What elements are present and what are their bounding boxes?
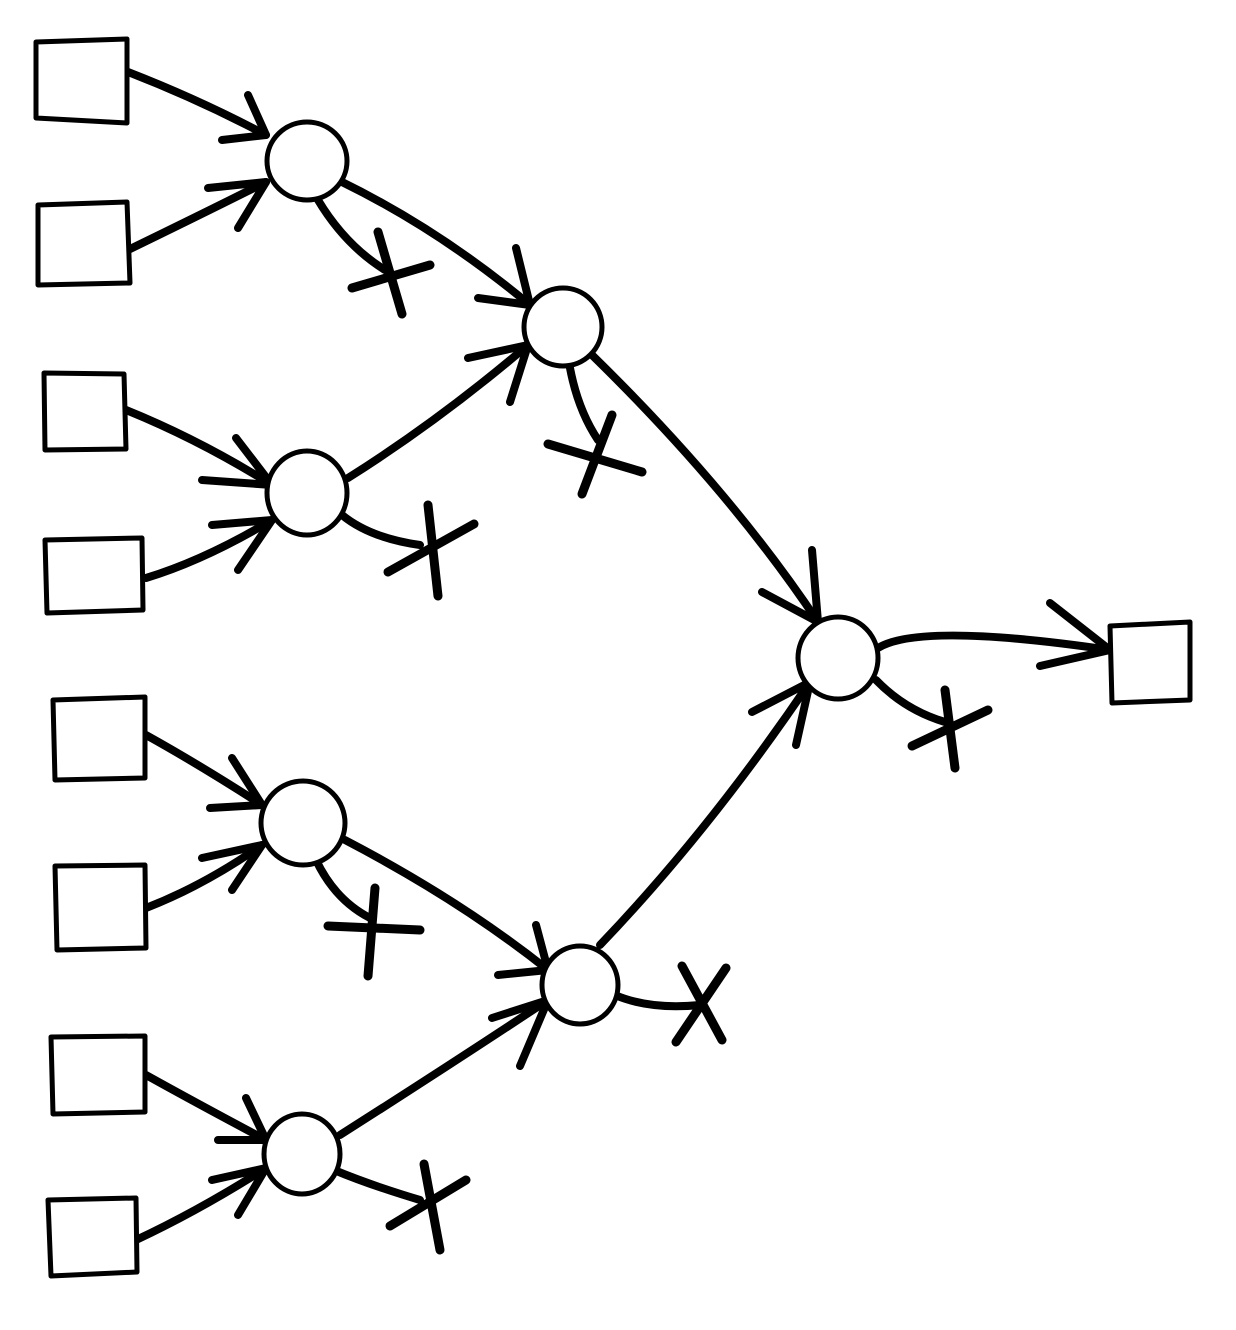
arrowhead-icon: [198, 841, 266, 894]
edge-in-1-to-level1-a: [124, 68, 270, 139]
discard-level2-a: [543, 364, 647, 499]
x-icon: [323, 921, 425, 935]
discard-level1-a: [314, 196, 435, 319]
x-icon: [419, 1159, 445, 1255]
merge-node-level1-b: [264, 448, 350, 538]
edge-level1-b-to-level2-a: [344, 341, 532, 482]
x-icon: [385, 1175, 471, 1231]
arrowhead-icon: [206, 754, 266, 812]
arrowhead-icon: [218, 91, 270, 144]
edge-level1-c-to-level2-b: [341, 836, 552, 974]
input-box-7: [48, 1033, 148, 1117]
edge-root-to-out: [874, 631, 1114, 654]
input-box-3: [41, 370, 129, 453]
edge-level1-d-to-level2-b: [336, 996, 552, 1139]
edge-in-6-to-level1-c: [142, 841, 266, 912]
discard-level1-d: [330, 1159, 471, 1255]
arrowheads: [198, 91, 1114, 1219]
x-icon: [543, 439, 647, 477]
merge-node-level1-d: [261, 1111, 343, 1197]
x-icon: [907, 705, 993, 751]
edges: [122, 68, 1114, 1244]
input-box-4: [42, 535, 146, 616]
discards: [312, 196, 993, 1255]
edge-in-7-to-level1-d: [142, 1071, 270, 1144]
discard-root: [872, 676, 993, 773]
merge-node-root: [795, 614, 881, 702]
arrowhead-icon: [204, 178, 270, 232]
edge-in-2-to-level1-a: [124, 178, 270, 254]
edge-in-5-to-level1-c: [142, 731, 266, 809]
input-box-5: [50, 694, 148, 783]
arrowhead-icon: [208, 516, 276, 574]
discard-level1-b: [338, 500, 479, 601]
discard-level2-b: [611, 961, 731, 1047]
input-box-6: [52, 862, 149, 953]
merge-node-level1-a: [264, 119, 350, 203]
edge-in-4-to-level1-b: [142, 516, 276, 582]
x-icon: [383, 519, 479, 577]
input-box-1: [33, 36, 130, 126]
merge-nodes: [258, 119, 881, 1197]
edge-level1-a-to-level2-a: [338, 178, 534, 309]
edge-level2-b-to-root: [596, 678, 814, 949]
merge-node-level2-a: [521, 285, 605, 369]
edge-in-3-to-level1-b: [122, 406, 276, 489]
edge-level2-a-to-root: [588, 351, 822, 626]
arrowhead-icon: [1036, 599, 1114, 670]
x-icon: [347, 260, 435, 293]
input-box-8: [45, 1195, 140, 1279]
x-icon: [671, 963, 731, 1047]
merge-node-level1-c: [258, 778, 348, 868]
merge-node-level2-b: [539, 943, 621, 1027]
input-boxes: [33, 36, 149, 1279]
input-box-2: [35, 199, 133, 288]
discard-level1-c: [312, 856, 425, 981]
output-box: [1107, 619, 1193, 706]
edge-in-8-to-level1-d: [132, 1164, 270, 1244]
